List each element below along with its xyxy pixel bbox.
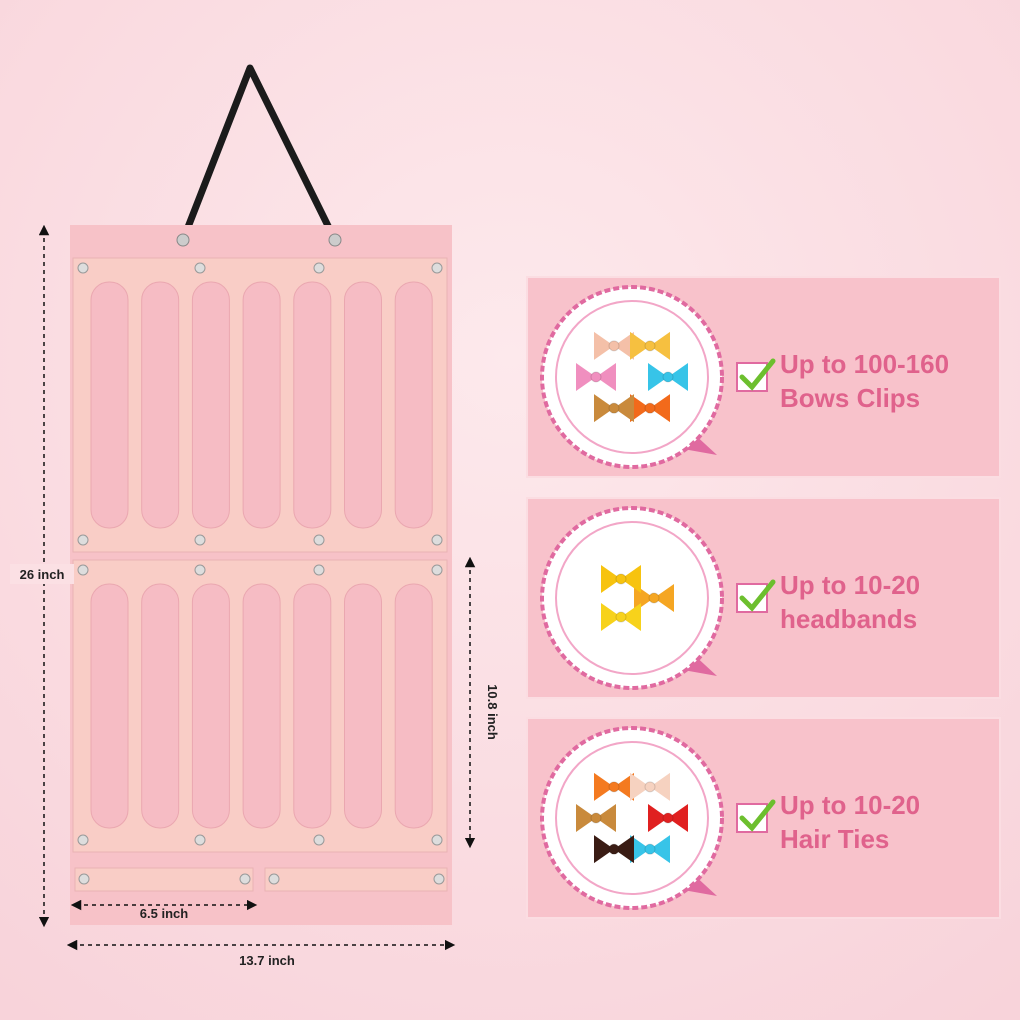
snap: [77, 262, 89, 274]
feature-card: Up to 10-20 headbands: [526, 497, 1001, 699]
slot: [344, 583, 382, 829]
slot: [90, 583, 129, 829]
pocket: [74, 867, 254, 892]
feature-line1: Up to 100-160: [780, 349, 949, 379]
bow-knot: [608, 781, 620, 793]
slot: [191, 281, 230, 529]
height-label: 26 inch: [20, 567, 65, 582]
feature-cards: Up to 100-160 Bows Clips Up to 10-20 headba…: [526, 276, 1001, 919]
slot: [242, 583, 281, 829]
snap: [433, 873, 445, 885]
check-mark: [739, 799, 776, 832]
slot: [141, 583, 180, 829]
bow-knot: [608, 843, 620, 855]
bow-knot: [644, 843, 656, 855]
bow-knot: [608, 340, 620, 352]
slot: [293, 583, 332, 829]
snap: [313, 834, 325, 846]
snap: [77, 564, 89, 576]
bow-knot: [644, 781, 656, 793]
slot: [293, 281, 332, 529]
snap: [239, 873, 251, 885]
feature-card: Up to 100-160 Bows Clips: [526, 276, 1001, 478]
slot: [394, 281, 433, 529]
snap: [431, 262, 443, 274]
feature-line2: headbands: [780, 604, 917, 634]
snap: [78, 873, 90, 885]
bow-knot: [608, 402, 620, 414]
feature-line1: Up to 10-20: [780, 570, 920, 600]
slot: [90, 281, 129, 529]
check-mark: [739, 579, 776, 612]
badge-inner: [555, 521, 709, 675]
pocket: [264, 867, 448, 892]
snap: [313, 262, 325, 274]
snap: [77, 834, 89, 846]
feature-line1: Up to 10-20: [780, 790, 920, 820]
feature-card: Up to 10-20 Hair Ties: [526, 717, 1001, 919]
bow-knot: [590, 371, 602, 383]
bow-knot: [615, 573, 627, 585]
check-mark: [739, 358, 776, 391]
feature-line2: Bows Clips: [780, 383, 920, 413]
slot: [242, 281, 281, 529]
organizer: [70, 225, 452, 925]
hanger-strap: [179, 64, 339, 242]
slot: [191, 583, 230, 829]
bow-knot: [648, 592, 660, 604]
bow-knot: [615, 611, 627, 623]
slot: [344, 281, 382, 529]
bow-knot: [644, 340, 656, 352]
label-bg: [10, 564, 74, 584]
snap: [194, 262, 206, 274]
slot: [141, 281, 180, 529]
snap: [313, 534, 325, 546]
snap: [313, 564, 325, 576]
bow-knot: [590, 812, 602, 824]
pocket-width-label: 6.5 inch: [140, 906, 188, 921]
bow-knot: [662, 812, 674, 824]
snap: [77, 534, 89, 546]
bow-knot: [644, 402, 656, 414]
slot: [394, 583, 433, 829]
snap: [431, 834, 443, 846]
grommet: [176, 233, 190, 247]
feature-line2: Hair Ties: [780, 824, 889, 854]
snap: [194, 834, 206, 846]
grommet: [328, 233, 342, 247]
width-label: 13.7 inch: [239, 953, 295, 968]
snap: [431, 564, 443, 576]
snap: [268, 873, 280, 885]
snap: [194, 564, 206, 576]
panel-height-label: 10.8 inch: [485, 684, 500, 740]
bow-knot: [662, 371, 674, 383]
snap: [194, 534, 206, 546]
snap: [431, 534, 443, 546]
